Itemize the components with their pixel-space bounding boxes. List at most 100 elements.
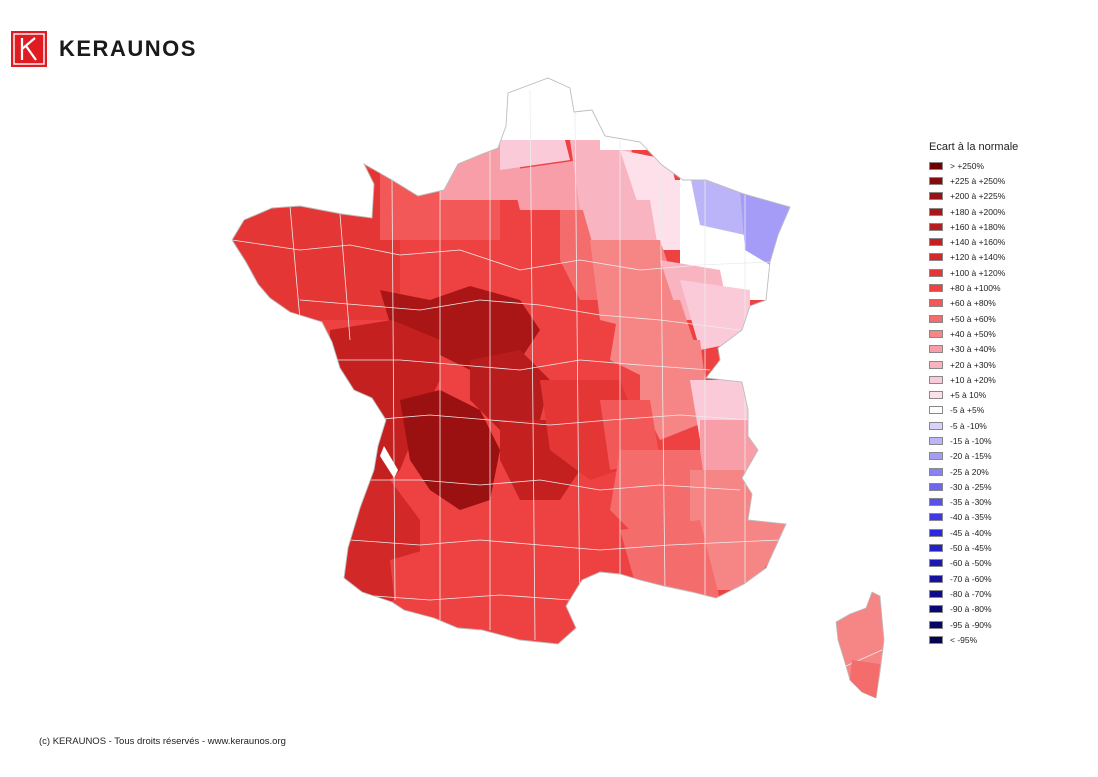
legend-label: +80 à +100% [950, 283, 1001, 294]
legend-label: -5 à +5% [950, 405, 985, 416]
legend-swatch [929, 314, 943, 323]
legend-label: > +250% [950, 160, 985, 171]
legend-swatch [929, 467, 943, 476]
legend-swatch [929, 528, 943, 537]
legend-label: +160 à +180% [950, 221, 1006, 232]
legend-item: -70 à -60% [929, 571, 1018, 586]
legend-swatch [929, 207, 943, 216]
legend-item: -20 à -15% [929, 449, 1018, 464]
legend-label: +5 à 10% [950, 390, 987, 401]
legend-item: +140 à +160% [929, 234, 1018, 249]
legend-label: +200 à +225% [950, 191, 1006, 202]
legend-swatch [929, 635, 943, 644]
legend-item: -95 à -90% [929, 617, 1018, 632]
legend-item: +120 à +140% [929, 250, 1018, 265]
legend-label: +20 à +30% [950, 359, 996, 370]
legend-label: +225 à +250% [950, 175, 1006, 186]
legend-item: -40 à -35% [929, 510, 1018, 525]
legend-label: -60 à -50% [950, 558, 992, 569]
legend-swatch [929, 253, 943, 262]
legend-label: < -95% [950, 634, 978, 645]
legend-label: -20 à -15% [950, 451, 992, 462]
legend-item: -35 à -30% [929, 495, 1018, 510]
legend-item: +10 à +20% [929, 372, 1018, 387]
legend-label: +140 à +160% [950, 237, 1006, 248]
legend-swatch [929, 421, 943, 430]
legend-item: -25 à 20% [929, 464, 1018, 479]
legend-swatch [929, 192, 943, 201]
legend-label: -40 à -35% [950, 512, 992, 523]
legend-item: -5 à -10% [929, 418, 1018, 433]
legend-label: -45 à -40% [950, 527, 992, 538]
legend-item: +200 à +225% [929, 189, 1018, 204]
legend-item: +60 à +80% [929, 296, 1018, 311]
legend-swatch [929, 176, 943, 185]
legend-item: -30 à -25% [929, 479, 1018, 494]
legend-label: -30 à -25% [950, 481, 992, 492]
legend-swatch [929, 375, 943, 384]
legend-swatch [929, 406, 943, 415]
legend-label: +10 à +20% [950, 374, 996, 385]
legend-swatch [929, 498, 943, 507]
legend-label: -90 à -80% [950, 604, 992, 615]
keraunos-logo: KERAUNOS [11, 31, 197, 67]
legend-swatch [929, 222, 943, 231]
legend-item: +50 à +60% [929, 311, 1018, 326]
legend-label: -5 à -10% [950, 420, 987, 431]
legend-item: -90 à -80% [929, 602, 1018, 617]
legend-label: +100 à +120% [950, 267, 1006, 278]
legend-label: +180 à +200% [950, 206, 1006, 217]
legend-swatch [929, 589, 943, 598]
legend-label: -95 à -90% [950, 619, 992, 630]
legend-label: -25 à 20% [950, 466, 989, 477]
legend-swatch [929, 329, 943, 338]
legend-swatch [929, 620, 943, 629]
legend-label: +50 à +60% [950, 313, 996, 324]
legend-swatch [929, 360, 943, 369]
legend-label: -15 à -10% [950, 435, 992, 446]
legend-item: +180 à +200% [929, 204, 1018, 219]
legend-item: +5 à 10% [929, 387, 1018, 402]
brand-name: KERAUNOS [59, 36, 197, 61]
legend-label: -80 à -70% [950, 588, 992, 599]
legend-item: +225 à +250% [929, 173, 1018, 188]
legend-item: +80 à +100% [929, 280, 1018, 295]
copyright-footer: (c) KERAUNOS - Tous droits réservés - ww… [39, 736, 286, 747]
legend-swatch [929, 161, 943, 170]
legend-label: -35 à -30% [950, 497, 992, 508]
legend-swatch [929, 238, 943, 247]
legend-item: -5 à +5% [929, 403, 1018, 418]
legend-label: +120 à +140% [950, 252, 1006, 263]
legend-swatch [929, 559, 943, 568]
legend-item: -80 à -70% [929, 586, 1018, 601]
legend-swatch [929, 345, 943, 354]
legend-items: > +250% +225 à +250% +200 à +225% +180 à +2… [929, 158, 1018, 648]
legend-swatch [929, 299, 943, 308]
legend-label: +40 à +50% [950, 328, 996, 339]
legend-label: +60 à +80% [950, 298, 996, 309]
legend-swatch [929, 574, 943, 583]
legend-swatch [929, 544, 943, 553]
keraunos-logo-icon [11, 31, 47, 67]
legend-item: +20 à +30% [929, 357, 1018, 372]
legend-label: -50 à -45% [950, 543, 992, 554]
legend-swatch [929, 268, 943, 277]
legend-swatch [929, 513, 943, 522]
legend-swatch [929, 436, 943, 445]
legend-swatch [929, 284, 943, 293]
legend-swatch [929, 452, 943, 461]
legend-item: -45 à -40% [929, 525, 1018, 540]
legend-label: +30 à +40% [950, 344, 996, 355]
legend-item: +30 à +40% [929, 342, 1018, 357]
legend-item: -15 à -10% [929, 433, 1018, 448]
legend-item: < -95% [929, 632, 1018, 647]
legend-item: > +250% [929, 158, 1018, 173]
legend-title: Ecart à la normale [929, 141, 1019, 153]
legend-item: -60 à -50% [929, 556, 1018, 571]
legend: Ecart à la normale > +250% +225 à +250% +2… [929, 141, 1018, 648]
legend-swatch [929, 391, 943, 400]
legend-item: -50 à -45% [929, 540, 1018, 555]
legend-item: +160 à +180% [929, 219, 1018, 234]
legend-swatch [929, 482, 943, 491]
